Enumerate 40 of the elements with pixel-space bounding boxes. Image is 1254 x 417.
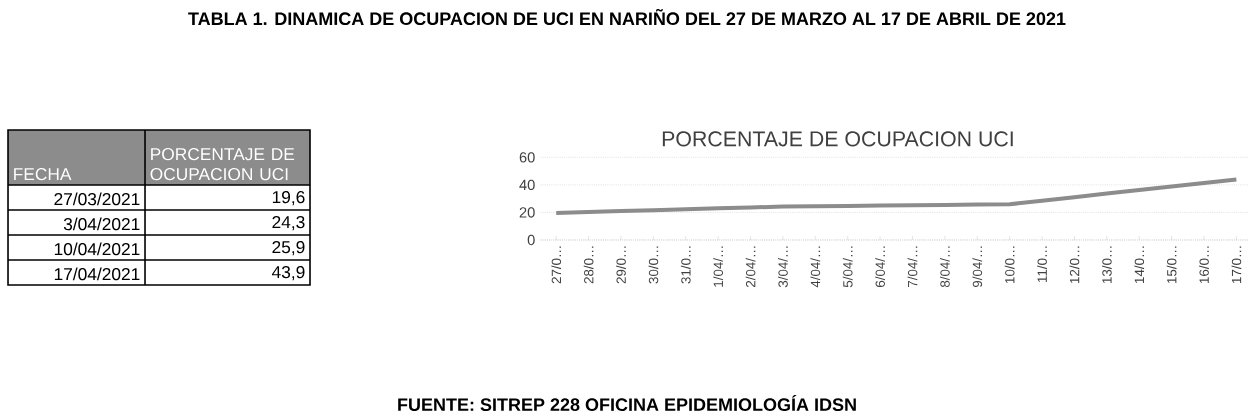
text: 17/04/2021 [54, 267, 140, 281]
x-tick-label: 13/0… [1101, 246, 1112, 283]
text: FECHA [14, 168, 72, 181]
x-tick-label: 29/0… [616, 246, 626, 284]
x-tick-label: 30/0… [648, 246, 659, 284]
source-note: FUENTE: SITREP 228 OFICINA EPIDEMIOLOGÍA IDSN [398, 394, 856, 412]
x-tick-label: 12/0… [1069, 246, 1080, 283]
x-tick-label: 28/0… [583, 246, 594, 284]
text: 24,3 [272, 215, 305, 231]
x-tick-label: 2/04/… [745, 246, 756, 288]
y-tick-label: 20 [519, 207, 535, 218]
text: PORCENTAJE DE OCUPACION UCI [150, 148, 295, 181]
x-tick-label: 27/0… [551, 246, 562, 284]
x-tick-label: 14/0… [1134, 246, 1145, 283]
x-tick-label: 11/0… [1037, 246, 1047, 282]
x-tick-label: 4/04/… [810, 246, 821, 288]
x-tick-label: 6/04/… [875, 246, 885, 288]
x-tick-label: 31/0… [680, 246, 691, 284]
x-tick-label: 7/04/… [907, 246, 918, 287]
x-tick-label: 16/0… [1199, 246, 1209, 283]
x-tick-label: 15/0… [1166, 246, 1177, 283]
x-tick-label: 1/04/… [713, 246, 724, 287]
x-tick-label: 10/0… [1004, 246, 1015, 283]
line-series [554, 177, 1239, 215]
text: 19,6 [272, 190, 305, 206]
x-tick-label: 17/0… [1231, 246, 1242, 283]
y-tick-label: 60 [519, 152, 535, 163]
text: 43,9 [271, 265, 305, 281]
text: 25,9 [272, 240, 305, 256]
text: TABLA 1. DINAMICA DE OCUPACION DE UCI EN NARIÑO DEL 27 DE MARZO AL 17 DE ABRIL DE 2021 [188, 8, 1066, 26]
x-tick-label: 9/04/… [972, 246, 983, 288]
x-tick-label: 3/04/… [778, 246, 788, 288]
x-tick-label: 5/04/… [842, 246, 853, 288]
y-tick-label: 0 [527, 234, 535, 246]
y-tick-label: 40 [519, 179, 535, 191]
text: 3/04/2021 [63, 217, 140, 231]
text: 27/03/2021 [54, 192, 140, 206]
x-tick-label: 8/04/… [939, 246, 950, 288]
text: 10/04/2021 [54, 242, 140, 256]
chart-title: PORCENTAJE DE OCUPACION UCI [662, 131, 1013, 147]
